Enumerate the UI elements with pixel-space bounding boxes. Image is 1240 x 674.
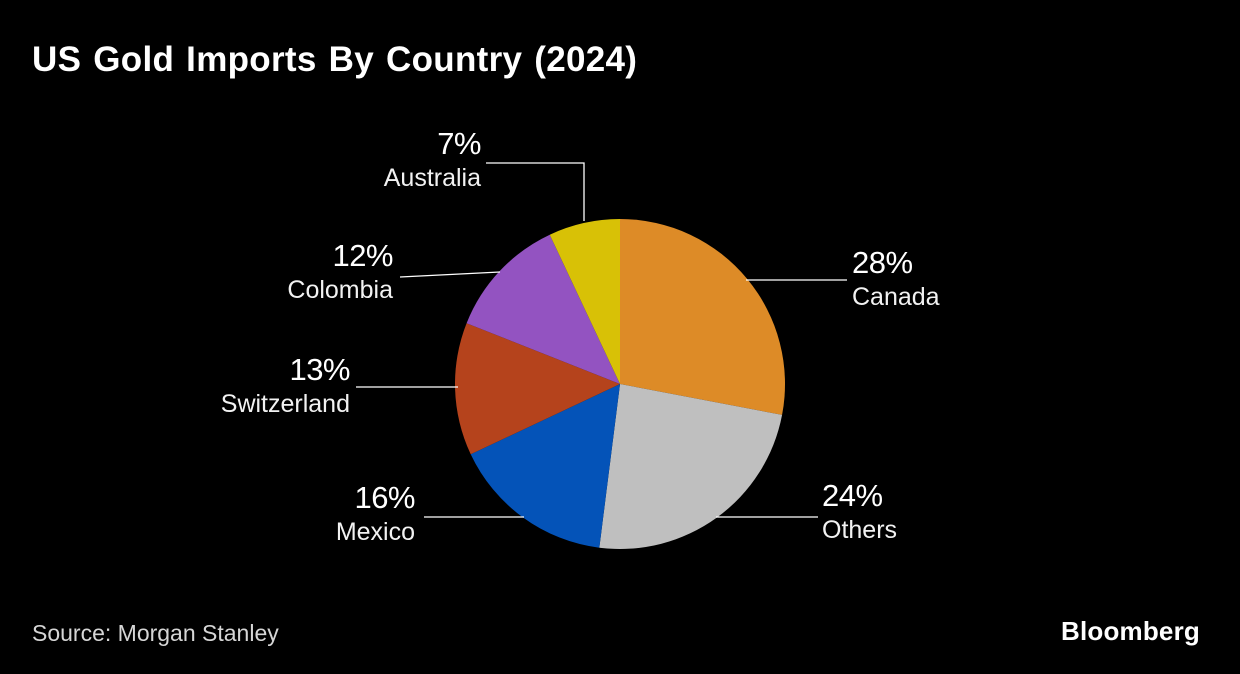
slice-country: Canada [852,283,940,312]
slice-label-switzerland: 13% Switzerland [220,352,351,419]
pie-slice-canada [620,219,786,415]
slice-percent: 13% [289,352,350,387]
leader-line-colombia [399,271,501,278]
slice-label-australia: 7% Australia [383,126,482,193]
slice-percent: 7% [437,126,481,161]
slice-label-mexico: 16% Mexico [335,480,416,547]
chart-title: US Gold Imports By Country (2024) [32,40,638,79]
slice-percent: 16% [354,480,415,515]
slice-percent: 12% [332,238,393,273]
leader-line-australia [486,162,585,221]
slice-country: Australia [383,164,481,193]
slice-percent: 28% [852,245,913,280]
bloomberg-logo: Bloomberg [1060,616,1200,646]
pie-slice-mexico [470,384,620,548]
slice-country: Colombia [287,276,393,305]
pie-slice-switzerland [455,323,620,455]
pie-slice-others [599,384,783,550]
slice-country: Mexico [335,518,415,547]
pie-slice-australia [549,218,620,384]
slice-country: Others [822,516,898,545]
slice-percent: 24% [822,478,883,513]
slice-country: Switzerland [220,390,350,419]
pie-slice-colombia [466,234,620,384]
slice-label-others: 24% Others [822,479,897,544]
source-note: Source: Morgan Stanley [32,620,279,646]
slice-label-colombia: 12% Colombia [287,239,393,304]
slice-label-canada: 28% Canada [852,246,940,311]
